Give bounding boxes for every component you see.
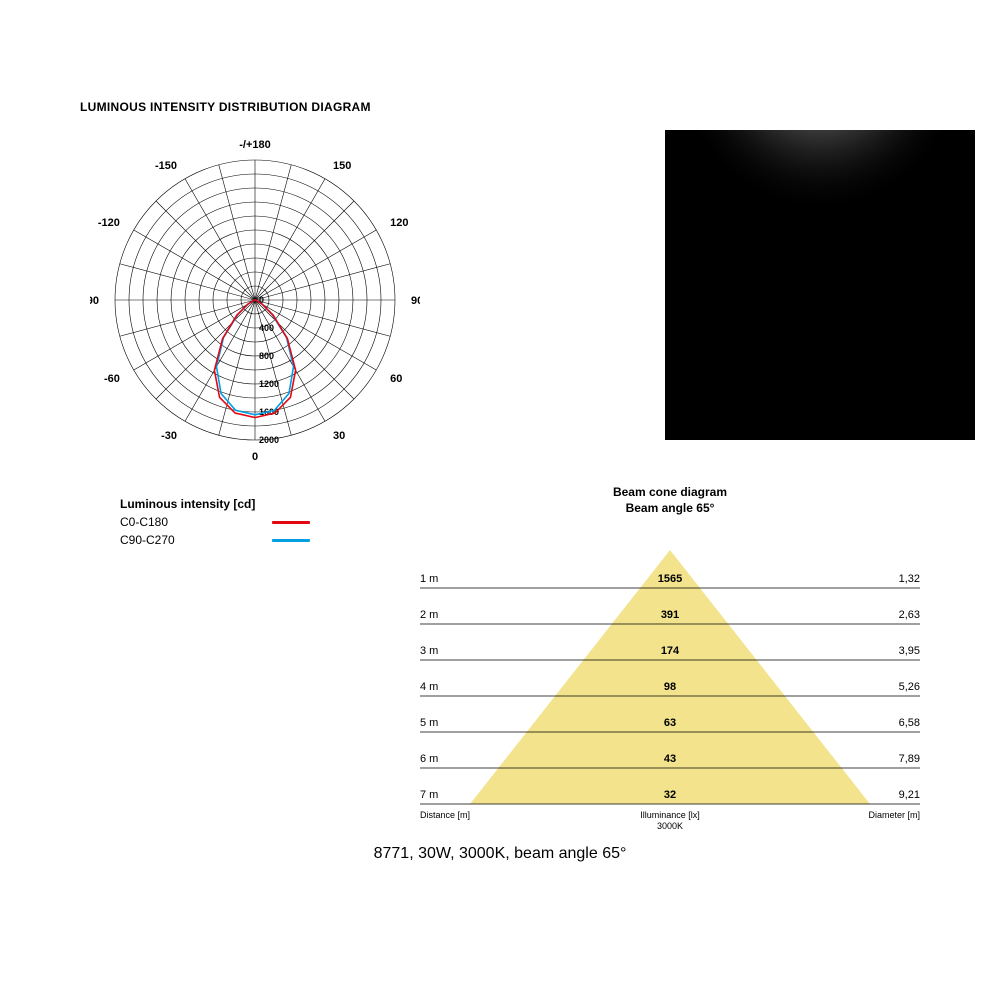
svg-text:1 m: 1 m bbox=[420, 573, 438, 585]
legend-row: C0-C180 bbox=[120, 513, 310, 531]
svg-text:7,89: 7,89 bbox=[899, 753, 920, 765]
page-title: LUMINOUS INTENSITY DISTRIBUTION DIAGRAM bbox=[80, 100, 371, 114]
svg-text:30: 30 bbox=[333, 430, 345, 442]
svg-text:4 m: 4 m bbox=[420, 681, 438, 693]
svg-text:43: 43 bbox=[664, 753, 676, 765]
beam-cone-diagram: Beam cone diagram Beam angle 65° 1 m 1565… bbox=[390, 485, 950, 846]
legend-label: C90-C270 bbox=[120, 531, 260, 549]
beam-photo bbox=[665, 130, 975, 440]
svg-text:1565: 1565 bbox=[658, 573, 682, 585]
svg-text:2,63: 2,63 bbox=[899, 609, 920, 621]
svg-text:391: 391 bbox=[661, 609, 679, 621]
svg-text:32: 32 bbox=[664, 789, 676, 801]
svg-text:-120: -120 bbox=[98, 217, 120, 229]
svg-text:-90: -90 bbox=[90, 295, 99, 307]
svg-text:-30: -30 bbox=[161, 430, 177, 442]
svg-text:Distance [m]: Distance [m] bbox=[420, 810, 470, 820]
svg-text:150: 150 bbox=[333, 160, 351, 172]
legend-heading: Luminous intensity [cd] bbox=[120, 495, 310, 513]
legend-swatch bbox=[272, 539, 310, 542]
legend-label: C0-C180 bbox=[120, 513, 260, 531]
svg-text:-150: -150 bbox=[155, 160, 177, 172]
svg-text:63: 63 bbox=[664, 717, 676, 729]
svg-text:2000: 2000 bbox=[259, 435, 279, 445]
svg-text:98: 98 bbox=[664, 681, 676, 693]
polar-diagram: -/+180-150150-120120-9090-6060-303000400… bbox=[90, 130, 420, 480]
svg-text:5,26: 5,26 bbox=[899, 681, 920, 693]
svg-text:3,95: 3,95 bbox=[899, 645, 920, 657]
svg-text:1,32: 1,32 bbox=[899, 573, 920, 585]
legend: Luminous intensity [cd] C0-C180C90-C270 bbox=[120, 495, 310, 549]
svg-text:90: 90 bbox=[411, 295, 420, 307]
svg-text:6 m: 6 m bbox=[420, 753, 438, 765]
legend-row: C90-C270 bbox=[120, 531, 310, 549]
svg-text:60: 60 bbox=[390, 373, 402, 385]
svg-text:Illuminance [lx]: Illuminance [lx] bbox=[640, 810, 700, 820]
svg-text:174: 174 bbox=[661, 645, 680, 657]
svg-text:-/+180: -/+180 bbox=[239, 139, 271, 151]
svg-text:120: 120 bbox=[390, 217, 408, 229]
svg-text:9,21: 9,21 bbox=[899, 789, 920, 801]
svg-text:5 m: 5 m bbox=[420, 717, 438, 729]
cone-title: Beam cone diagram Beam angle 65° bbox=[390, 485, 950, 516]
svg-text:-60: -60 bbox=[104, 373, 120, 385]
svg-text:3000K: 3000K bbox=[657, 821, 683, 831]
svg-text:800: 800 bbox=[259, 351, 274, 361]
legend-swatch bbox=[272, 521, 310, 524]
svg-text:7 m: 7 m bbox=[420, 789, 438, 801]
svg-text:1200: 1200 bbox=[259, 379, 279, 389]
caption: 8771, 30W, 3000K, beam angle 65° bbox=[0, 845, 1000, 863]
svg-text:400: 400 bbox=[259, 323, 274, 333]
svg-text:3 m: 3 m bbox=[420, 645, 438, 657]
svg-text:6,58: 6,58 bbox=[899, 717, 920, 729]
svg-text:Diameter [m]: Diameter [m] bbox=[868, 810, 920, 820]
svg-text:0: 0 bbox=[252, 451, 258, 463]
svg-text:2 m: 2 m bbox=[420, 609, 438, 621]
